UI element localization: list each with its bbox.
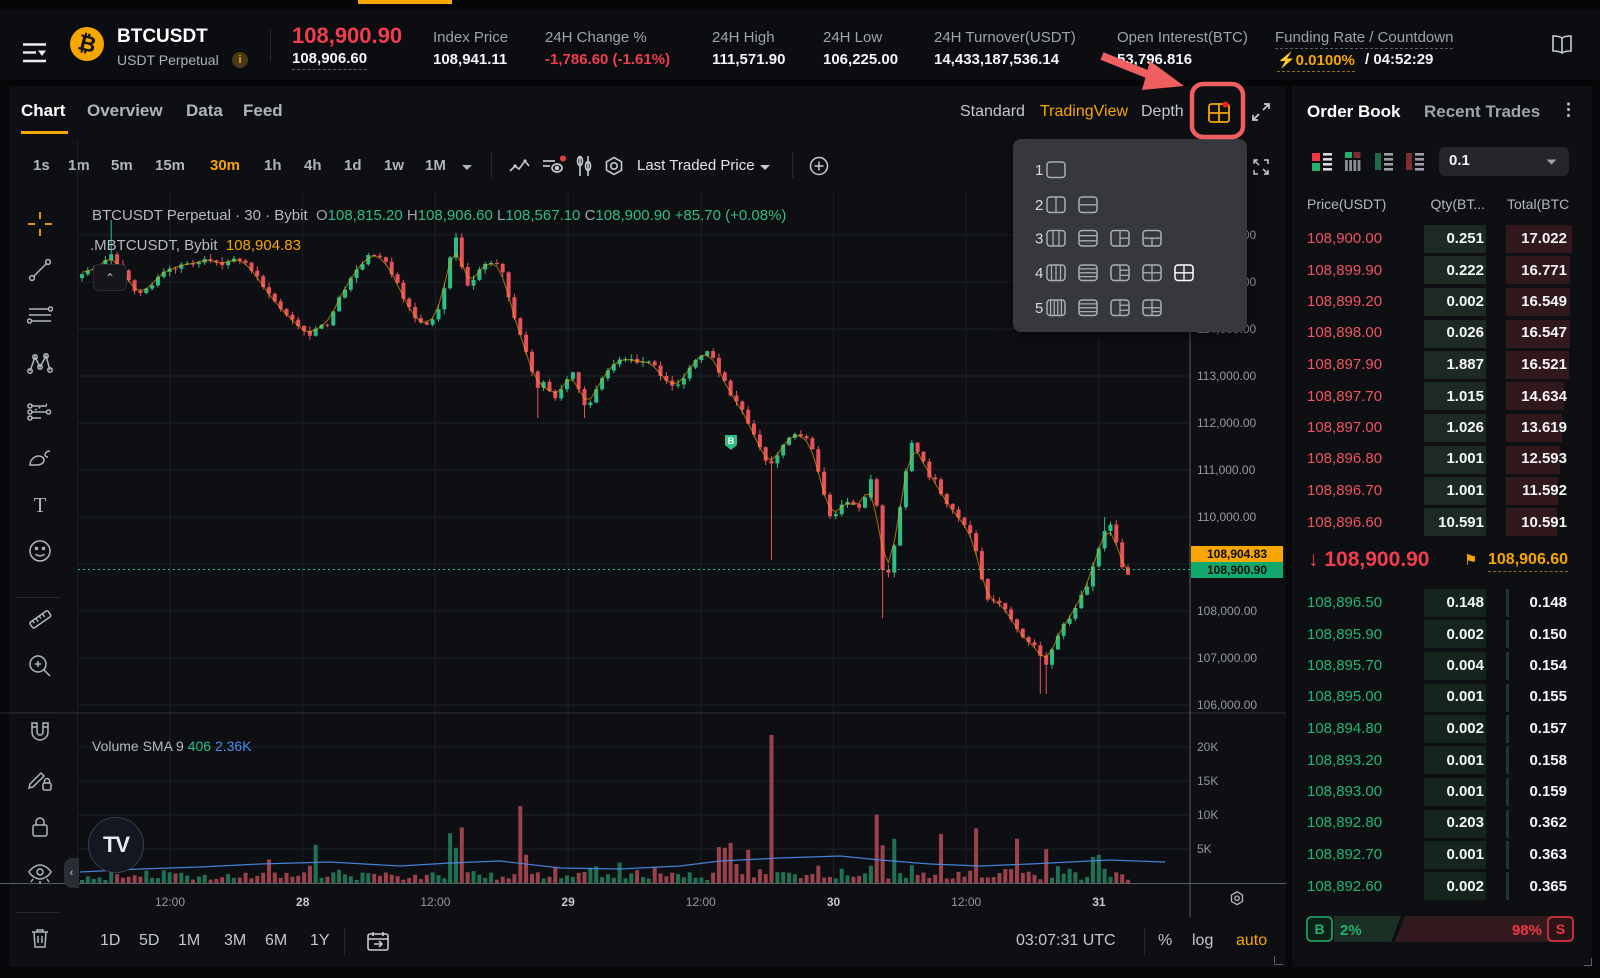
svg-text:108,900.90: 108,900.90 [1207, 563, 1267, 577]
svg-text:3: 3 [1035, 231, 1043, 248]
svg-text:T: T [34, 493, 47, 517]
svg-text:29: 29 [561, 895, 575, 909]
svg-text:12:00: 12:00 [686, 895, 716, 909]
svg-text:111,000.00: 111,000.00 [1197, 463, 1256, 477]
svg-text:107,000.00: 107,000.00 [1197, 651, 1257, 665]
svg-text:113,000.00: 113,000.00 [1197, 369, 1256, 383]
svg-text:1: 1 [1035, 162, 1043, 179]
svg-text:12:00: 12:00 [155, 895, 185, 909]
svg-text:15K: 15K [1197, 774, 1218, 788]
svg-text:5: 5 [1035, 300, 1043, 317]
svg-text:31: 31 [1092, 895, 1106, 909]
svg-text:98%: 98% [1512, 922, 1542, 939]
svg-text:108,000.00: 108,000.00 [1197, 604, 1257, 618]
svg-text:12:00: 12:00 [951, 895, 981, 909]
svg-text:28: 28 [296, 895, 310, 909]
svg-text:B: B [1314, 921, 1324, 937]
svg-text:2%: 2% [1340, 922, 1362, 939]
svg-text:112,000.00: 112,000.00 [1197, 416, 1256, 430]
svg-text:12:00: 12:00 [420, 895, 450, 909]
svg-text:106,000.00: 106,000.00 [1197, 698, 1257, 712]
svg-text:110,000.00: 110,000.00 [1197, 510, 1256, 524]
svg-text:30: 30 [827, 895, 841, 909]
svg-text:5K: 5K [1197, 842, 1212, 856]
svg-text:2: 2 [1035, 197, 1043, 214]
svg-text:S: S [1556, 921, 1565, 937]
svg-text:4: 4 [1035, 265, 1043, 282]
svg-text:10K: 10K [1197, 808, 1218, 822]
svg-text:B: B [728, 436, 735, 446]
svg-text:20K: 20K [1197, 740, 1218, 754]
svg-text:108,904.83: 108,904.83 [1207, 547, 1267, 561]
